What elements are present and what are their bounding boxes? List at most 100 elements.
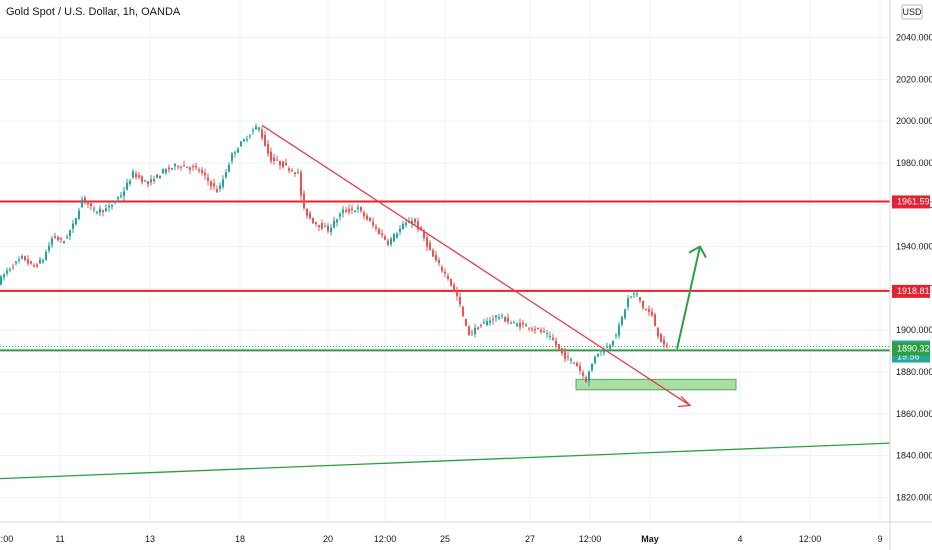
candle-body (474, 327, 476, 335)
candle-body (615, 335, 617, 337)
support-tag-text: 1890.328 (897, 344, 932, 354)
candle-body (258, 127, 260, 130)
candle-body (66, 237, 68, 239)
candle-body (276, 159, 278, 161)
candle-body (18, 259, 20, 261)
candle-body (639, 297, 641, 301)
time-tick-label: 13 (145, 534, 155, 544)
candle-body (396, 233, 398, 238)
candle-body (444, 271, 446, 274)
candle-body (645, 308, 647, 311)
candle-body (237, 148, 239, 153)
candle-body (234, 152, 236, 154)
candle-body (174, 163, 176, 167)
candle-body (243, 139, 245, 142)
candle-body (24, 256, 26, 260)
candle-body (348, 208, 350, 212)
resistance-tag (892, 195, 930, 209)
candle-body (321, 222, 323, 229)
candle-body (528, 327, 530, 329)
candle-body (624, 309, 626, 318)
candle-body (246, 139, 248, 141)
candle-body (513, 322, 515, 324)
projection-arrowhead (688, 245, 707, 259)
candle-body (651, 311, 653, 316)
price-tick-label: 1860.000 (896, 409, 932, 419)
candle-body (156, 174, 158, 178)
candle-body (492, 319, 494, 321)
candle-body (309, 213, 311, 219)
candle-body (120, 195, 122, 197)
candle-body (543, 331, 545, 333)
candle-body (486, 321, 488, 326)
candle-body (483, 322, 485, 324)
time-tick-label: May (641, 534, 659, 544)
candle-body (597, 353, 599, 357)
candle-body (336, 219, 338, 223)
candle-body (39, 259, 41, 264)
uptrend-line (0, 442, 891, 480)
candle-body (147, 180, 149, 185)
candle-body (525, 324, 527, 327)
candle-body (12, 266, 14, 268)
candle-body (312, 217, 314, 224)
candle-body (387, 240, 389, 245)
candle-body (57, 236, 59, 241)
time-tick-label: 25 (440, 534, 450, 544)
candle-body (540, 329, 542, 332)
candle-body (318, 225, 320, 228)
candle-body (666, 344, 668, 346)
candle-body (507, 317, 509, 322)
candlestick-series (0, 123, 668, 386)
candle-body (183, 165, 185, 167)
candle-body (210, 181, 212, 187)
candle-body (570, 359, 572, 361)
candle-body (45, 252, 47, 260)
time-tick-label: 12:00 (799, 534, 822, 544)
time-tick-label: 12:00 (374, 534, 397, 544)
candle-body (345, 210, 347, 212)
candle-body (273, 157, 275, 162)
candle-body (264, 134, 266, 147)
candle-body (501, 315, 503, 317)
candle-body (159, 175, 161, 179)
candle-body (372, 221, 374, 226)
candle-body (627, 298, 629, 307)
candle-body (90, 203, 92, 207)
candle-body (144, 180, 146, 182)
candle-body (516, 323, 518, 327)
candle-body (471, 332, 473, 334)
candle-body (21, 255, 23, 259)
candle-body (378, 228, 380, 235)
candle-body (249, 135, 251, 137)
candle-body (6, 270, 8, 274)
candle-body (54, 236, 56, 238)
candle-body (198, 169, 200, 171)
candle-body (138, 175, 140, 178)
candle-body (450, 278, 452, 286)
price-tick-label: 1840.000 (896, 451, 932, 461)
candle-body (579, 365, 581, 371)
time-axis[interactable]: 12:00 11 13 18 20 12:00 25 27 12:00 May 4 12:00 9 (0, 521, 932, 544)
candle-body (654, 314, 656, 327)
price-axis[interactable]: USD 1820.000 1840.000 1860.000 1880.000 1900.… (889, 0, 932, 550)
candle-body (636, 293, 638, 295)
candle-body (417, 221, 419, 230)
candle-body (468, 326, 470, 336)
candle-body (621, 316, 623, 325)
time-tick-label: 20 (323, 534, 333, 544)
candle-body (441, 266, 443, 271)
candle-body (81, 199, 83, 207)
candle-body (411, 221, 413, 224)
candle-body (357, 207, 359, 209)
candle-body (195, 165, 197, 168)
candle-body (180, 166, 182, 168)
candle-body (84, 197, 86, 201)
candle-body (324, 226, 326, 228)
candle-body (135, 173, 137, 178)
price-tick-label: 2000.000 (896, 116, 932, 126)
candle-body (93, 208, 95, 210)
candle-body (390, 238, 392, 245)
candle-body (429, 242, 431, 250)
